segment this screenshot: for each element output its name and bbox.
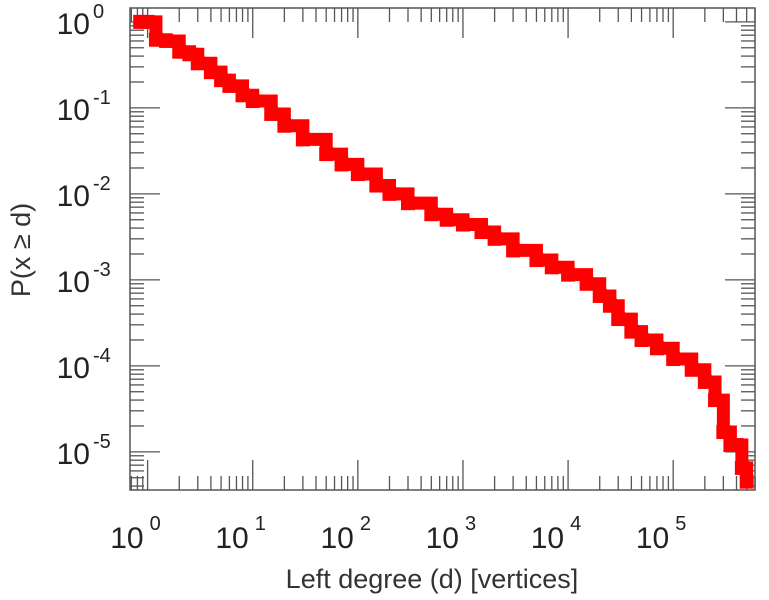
data-point (190, 56, 205, 71)
y-tick-label: 10 (57, 352, 90, 385)
x-tick-label: 10 (426, 522, 459, 555)
y-tick-label: 10 (57, 8, 90, 41)
data-point (439, 212, 454, 227)
y-tick-label: 10 (57, 180, 90, 213)
data-point (602, 298, 617, 313)
x-tick-exponent: 2 (360, 513, 371, 535)
data-point (474, 225, 489, 240)
data-point (684, 362, 699, 377)
data-point (649, 341, 664, 356)
data-point (424, 207, 439, 222)
data-point (159, 33, 174, 48)
data-point (295, 132, 310, 147)
x-tick-exponent: 1 (255, 513, 266, 535)
data-point (455, 217, 470, 232)
x-tick-exponent: 5 (675, 513, 686, 535)
y-tick-exponent: -5 (93, 431, 111, 453)
data-point (369, 178, 384, 193)
y-tick-exponent: -1 (93, 87, 111, 109)
data-point (264, 106, 279, 121)
y-tick-exponent: 0 (93, 1, 104, 23)
data-point (716, 425, 731, 440)
x-tick-exponent: 0 (150, 513, 161, 535)
x-tick-label: 10 (636, 522, 669, 555)
x-axis-label: Left degree (d) [vertices] (286, 564, 579, 594)
x-tick-exponent: 4 (570, 513, 581, 535)
data-point (334, 157, 349, 172)
x-tick-label: 10 (215, 522, 248, 555)
data-point (400, 196, 415, 211)
data-point (222, 78, 237, 93)
data-point (734, 460, 749, 475)
x-tick-label: 10 (531, 522, 564, 555)
data-point (611, 312, 626, 327)
y-tick-label: 10 (57, 438, 90, 471)
data-point (561, 267, 576, 282)
series-left-degree (133, 14, 754, 489)
y-tick-exponent: -4 (93, 345, 111, 367)
data-point (277, 118, 292, 133)
data-point (697, 374, 712, 389)
data-point (634, 332, 649, 347)
y-tick-exponent: -2 (93, 173, 111, 195)
x-tick-label: 10 (320, 522, 353, 555)
data-point (729, 438, 744, 453)
data-point (245, 94, 260, 109)
data-point (487, 231, 502, 246)
y-axis-label: P(x ≥ d) (6, 203, 36, 297)
x-tick-labels: 10 0 10 1 10 2 10 3 10 4 10 5 (110, 513, 686, 555)
data-point (708, 393, 723, 408)
data-point (319, 147, 334, 162)
data-point (529, 253, 544, 268)
data-point (544, 260, 559, 275)
plot-frame (129, 7, 756, 491)
x-tick-label: 10 (110, 522, 143, 555)
data-point (350, 167, 365, 182)
x-tick-exponent: 3 (465, 513, 476, 535)
data-point (140, 14, 155, 29)
data-point (739, 474, 754, 489)
y-tick-label: 10 (57, 94, 90, 127)
data-point (382, 186, 397, 201)
y-tick-label: 10 (57, 266, 90, 299)
y-tick-exponent: -3 (93, 259, 111, 281)
data-point (579, 276, 594, 291)
data-point (506, 243, 521, 258)
data-point (666, 352, 681, 367)
